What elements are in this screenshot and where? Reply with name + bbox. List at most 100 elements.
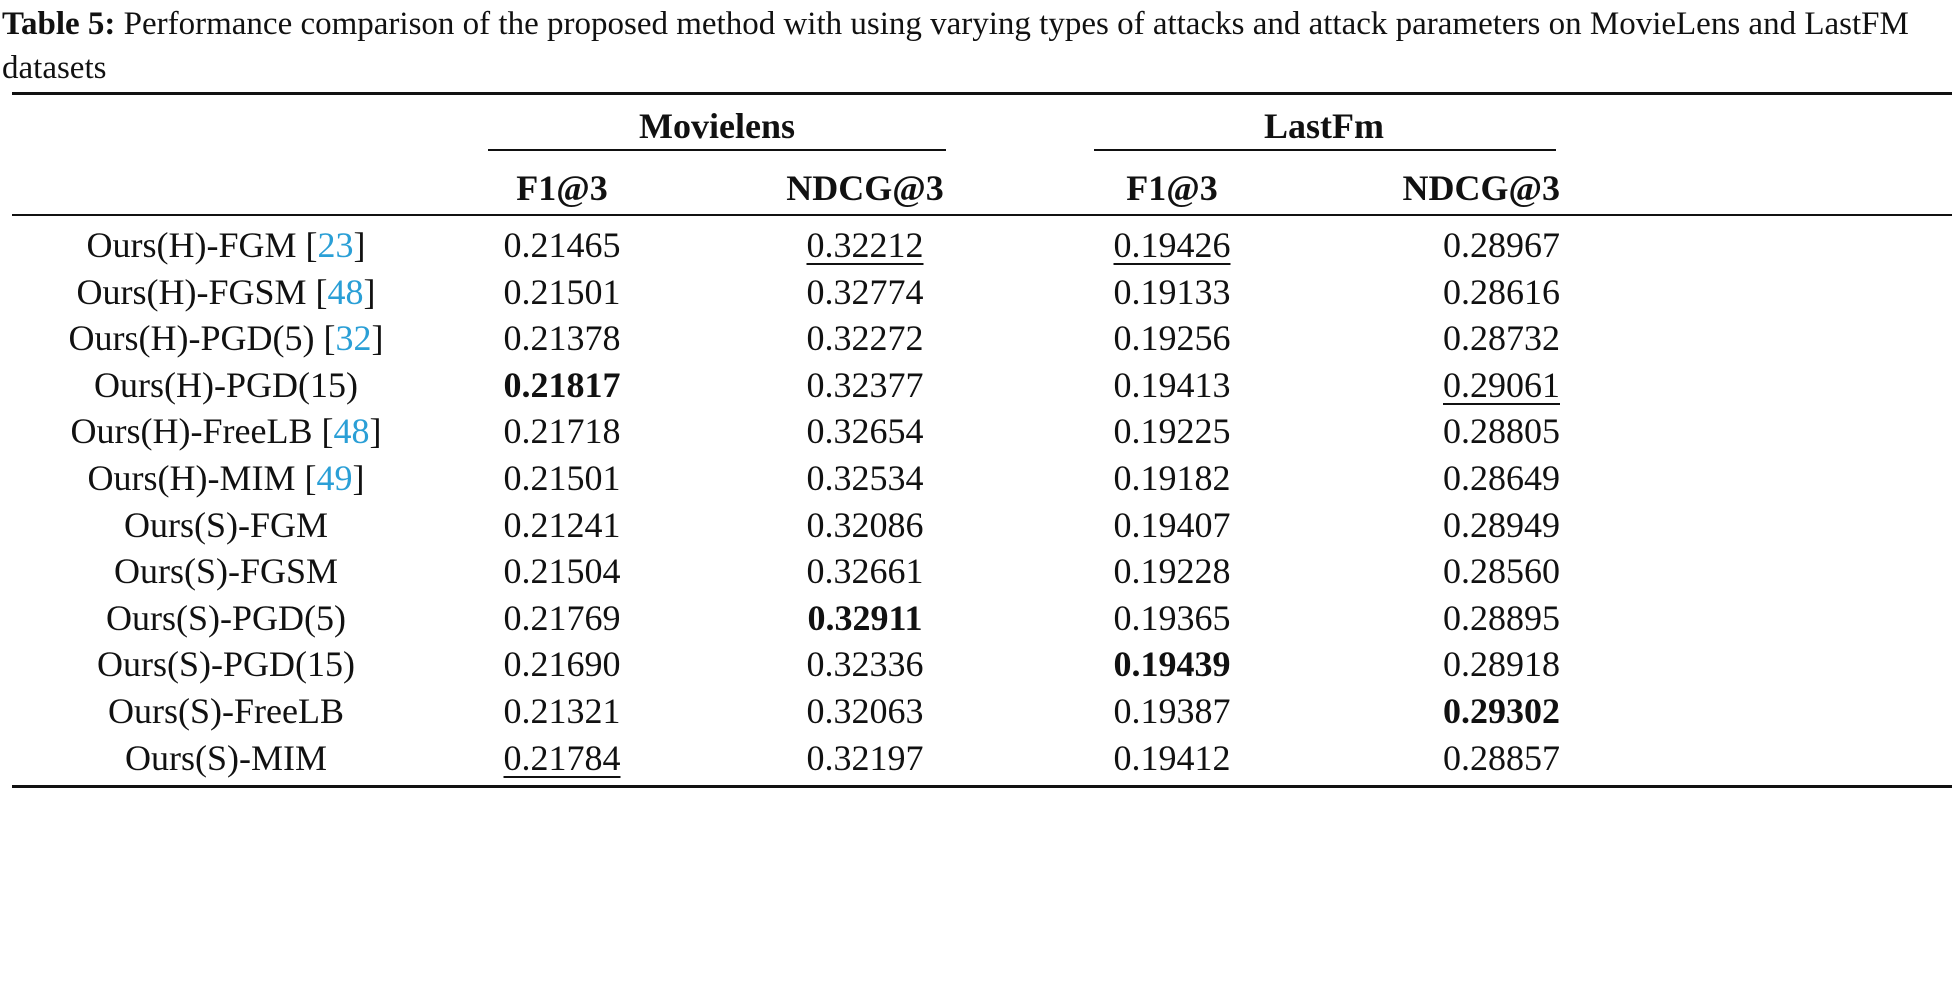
cell-value: 0.21321 bbox=[503, 691, 621, 731]
cell-value: 0.21501 bbox=[503, 458, 621, 498]
bottom-rule bbox=[12, 785, 1952, 788]
table-cell: 0.19182 bbox=[1022, 456, 1322, 500]
cell-value: 0.28918 bbox=[1443, 644, 1560, 685]
cell-value: 0.28805 bbox=[1443, 411, 1560, 452]
cell-value: 0.19228 bbox=[1113, 551, 1231, 592]
cell-value: 0.21241 bbox=[503, 504, 621, 545]
top-rule bbox=[12, 92, 1952, 95]
col-header-movielens-f1: F1@3 bbox=[516, 168, 608, 208]
cell-value: 0.19413 bbox=[1113, 364, 1231, 405]
row-method-label: Ours(H)-FGSM [48] bbox=[6, 270, 446, 314]
method-name: Ours(H)-PGD(5) bbox=[68, 318, 315, 359]
table-cell: 0.21241 bbox=[412, 503, 712, 547]
cell-value: 0.21718 bbox=[503, 411, 621, 452]
table-cell: 0.21501 bbox=[412, 270, 712, 314]
table-cell: 0.19225 bbox=[1022, 409, 1322, 453]
cell-value: 0.19426 bbox=[1113, 225, 1231, 265]
table-cell: 0.32534 bbox=[715, 456, 1015, 500]
cell-value: 0.21690 bbox=[503, 644, 621, 685]
cell-value: 0.32336 bbox=[806, 644, 924, 685]
cell-value: 0.28616 bbox=[1443, 271, 1560, 312]
table-cell: 0.21817 bbox=[412, 363, 712, 407]
table-cell: 0.32197 bbox=[715, 736, 1015, 780]
cell-value: 0.28895 bbox=[1443, 597, 1560, 638]
citation-link[interactable]: [32] bbox=[314, 318, 384, 359]
cell-value: 0.32534 bbox=[806, 458, 924, 498]
table-cell: 0.29302 bbox=[1330, 689, 1560, 733]
cell-value: 0.28732 bbox=[1443, 318, 1560, 359]
col-header-movielens-ndcg: NDCG@3 bbox=[786, 168, 944, 208]
cell-value: 0.21465 bbox=[503, 225, 621, 265]
citation-link[interactable]: [49] bbox=[295, 458, 365, 498]
table-cell: 0.21321 bbox=[412, 689, 712, 733]
table-cell: 0.28805 bbox=[1330, 409, 1560, 453]
table-cell: 0.21718 bbox=[412, 409, 712, 453]
movielens-cmidrule bbox=[488, 149, 946, 151]
method-name: Ours(H)-PGD(15) bbox=[94, 364, 358, 405]
cell-value: 0.32063 bbox=[806, 691, 924, 731]
table-cell: 0.28732 bbox=[1330, 316, 1560, 360]
table-cell: 0.32661 bbox=[715, 549, 1015, 593]
table-caption: Table 5: Performance comparison of the p… bbox=[2, 2, 1952, 90]
table-cell: 0.28918 bbox=[1330, 642, 1560, 686]
row-method-label: Ours(S)-FGM bbox=[6, 503, 446, 547]
table-cell: 0.21465 bbox=[412, 223, 712, 267]
table-cell: 0.21784 bbox=[412, 736, 712, 780]
row-method-label: Ours(H)-MIM [49] bbox=[6, 456, 446, 500]
cell-value: 0.28857 bbox=[1443, 737, 1560, 778]
table-cell: 0.21504 bbox=[412, 549, 712, 593]
method-name: Ours(S)-MIM bbox=[125, 737, 327, 778]
row-method-label: Ours(H)-FreeLB [48] bbox=[6, 409, 446, 453]
cell-value: 0.19365 bbox=[1113, 597, 1231, 638]
cell-value: 0.21504 bbox=[503, 551, 621, 592]
table-cell: 0.28649 bbox=[1330, 456, 1560, 500]
row-method-label: Ours(S)-PGD(15) bbox=[6, 642, 446, 686]
row-method-label: Ours(H)-PGD(5) [32] bbox=[6, 316, 446, 360]
cell-value: 0.21817 bbox=[503, 364, 621, 405]
caption-text: Performance comparison of the proposed m… bbox=[2, 6, 1909, 86]
table-cell: 0.28949 bbox=[1330, 503, 1560, 547]
table-cell: 0.32377 bbox=[715, 363, 1015, 407]
method-name: Ours(S)-FGSM bbox=[113, 551, 339, 592]
group-header-lastfm: LastFm bbox=[1264, 106, 1384, 146]
table-cell: 0.28560 bbox=[1330, 549, 1560, 593]
citation-link[interactable]: [23] bbox=[296, 225, 366, 265]
table-cell: 0.28895 bbox=[1330, 596, 1560, 640]
table-cell: 0.32212 bbox=[715, 223, 1015, 267]
table-cell: 0.32063 bbox=[715, 689, 1015, 733]
lastfm-cmidrule bbox=[1094, 149, 1556, 151]
cell-value: 0.32212 bbox=[806, 225, 924, 265]
method-name: Ours(H)-FreeLB bbox=[70, 411, 313, 452]
table-cell: 0.21378 bbox=[412, 316, 712, 360]
cell-value: 0.19133 bbox=[1113, 271, 1231, 312]
cell-value: 0.19182 bbox=[1113, 458, 1231, 498]
table-cell: 0.19228 bbox=[1022, 549, 1322, 593]
table-cell: 0.21690 bbox=[412, 642, 712, 686]
header-rule bbox=[12, 214, 1952, 216]
citation-link[interactable]: [48] bbox=[312, 411, 382, 452]
table-cell: 0.19365 bbox=[1022, 596, 1322, 640]
method-name: Ours(S)-PGD(15) bbox=[97, 644, 355, 685]
col-header-lastfm-ndcg: NDCG@3 bbox=[1402, 168, 1560, 208]
table-cell: 0.32336 bbox=[715, 642, 1015, 686]
cell-value: 0.28560 bbox=[1443, 551, 1560, 592]
row-method-label: Ours(H)-PGD(15) bbox=[6, 363, 446, 407]
cell-value: 0.19225 bbox=[1113, 411, 1231, 452]
row-method-label: Ours(H)-FGM [23] bbox=[6, 223, 446, 267]
table-cell: 0.28857 bbox=[1330, 736, 1560, 780]
table-cell: 0.19413 bbox=[1022, 363, 1322, 407]
cell-value: 0.32197 bbox=[806, 737, 924, 778]
cell-value: 0.28649 bbox=[1443, 458, 1560, 498]
cell-value: 0.32661 bbox=[806, 551, 924, 592]
method-name: Ours(H)-FGM bbox=[86, 225, 297, 265]
table-cell: 0.19426 bbox=[1022, 223, 1322, 267]
method-name: Ours(S)-PGD(5) bbox=[106, 597, 346, 638]
citation-link[interactable]: [48] bbox=[306, 271, 376, 312]
cell-value: 0.21501 bbox=[503, 271, 621, 312]
table-cell: 0.19387 bbox=[1022, 689, 1322, 733]
cell-value: 0.21784 bbox=[503, 737, 621, 778]
row-method-label: Ours(S)-FreeLB bbox=[6, 689, 446, 733]
table-cell: 0.32086 bbox=[715, 503, 1015, 547]
cell-value: 0.19439 bbox=[1113, 644, 1231, 685]
cell-value: 0.28967 bbox=[1443, 225, 1560, 265]
